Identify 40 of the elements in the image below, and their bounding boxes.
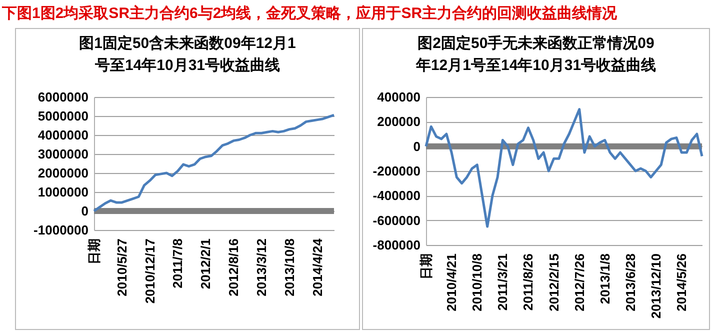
x-tick-label: 2011/3/21: [495, 254, 510, 311]
x-tick-label: 2012/7/26: [572, 254, 587, 312]
x-tick-label: 2013/6/28: [622, 254, 638, 312]
y-tick-label: -800000: [372, 238, 420, 252]
y-tick-label: -600000: [372, 212, 420, 228]
y-tick-label: 3000000: [38, 146, 88, 162]
y-tick-label: -1000000: [34, 222, 88, 238]
line-series: [92, 114, 336, 212]
text: 下图1图2均采取SR主力合约6与2均线，金死叉策略，应用于SR主力合约的回测收益曲线情况: [2, 4, 618, 23]
x-tick-label: 2013/12/10: [648, 254, 664, 319]
x-tick-label: 2014/5/26: [674, 254, 690, 312]
x-tick-label: 2011/7/8: [170, 238, 186, 288]
x-tick-label: 2013/1/8: [597, 254, 612, 304]
x-tick-label: 2012/2/15: [546, 254, 562, 312]
x-tick-label: 2012/2/1: [198, 238, 214, 290]
x-tick-label: 日期: [418, 254, 434, 280]
x-tick-label: 2010/4/21: [444, 254, 460, 312]
y-tick-label: 1000000: [38, 184, 88, 200]
y-tick-label: 0: [81, 204, 88, 218]
y-tick-label: -200000: [372, 164, 420, 178]
chart-title: 图2固定50手无未来函数正常情况09年12月1号至14年10月31号收益曲线: [414, 34, 656, 74]
x-tick-label: 2010/12/17: [142, 238, 158, 304]
y-tick-label: 2000000: [38, 166, 88, 180]
y-tick-label: -400000: [372, 188, 420, 204]
line-series: [424, 108, 704, 228]
chart-title: 图1固定50含未来函数09年12月1号至14年10月31号收益曲线: [79, 34, 296, 74]
y-tick-label: 200000: [377, 114, 420, 130]
y-tick-label: 4000000: [38, 128, 88, 142]
x-tick-label: 2014/4/24: [310, 238, 325, 296]
x-tick-label: 2012/8/16: [226, 238, 242, 296]
y-tick-label: 5000000: [38, 108, 88, 124]
x-tick-label: 2013/3/12: [254, 238, 269, 296]
y-tick-label: 0: [413, 138, 420, 154]
x-tick-label: 日期: [86, 238, 102, 264]
y-tick-label: 6000000: [38, 90, 88, 104]
x-tick-label: 2010/5/27: [114, 238, 130, 296]
x-tick-label: 2010/10/8: [470, 254, 485, 312]
x-tick-label: 2011/8/26: [520, 254, 536, 311]
x-tick-label: 2013/10/8: [282, 238, 297, 296]
y-tick-label: 400000: [377, 90, 420, 104]
